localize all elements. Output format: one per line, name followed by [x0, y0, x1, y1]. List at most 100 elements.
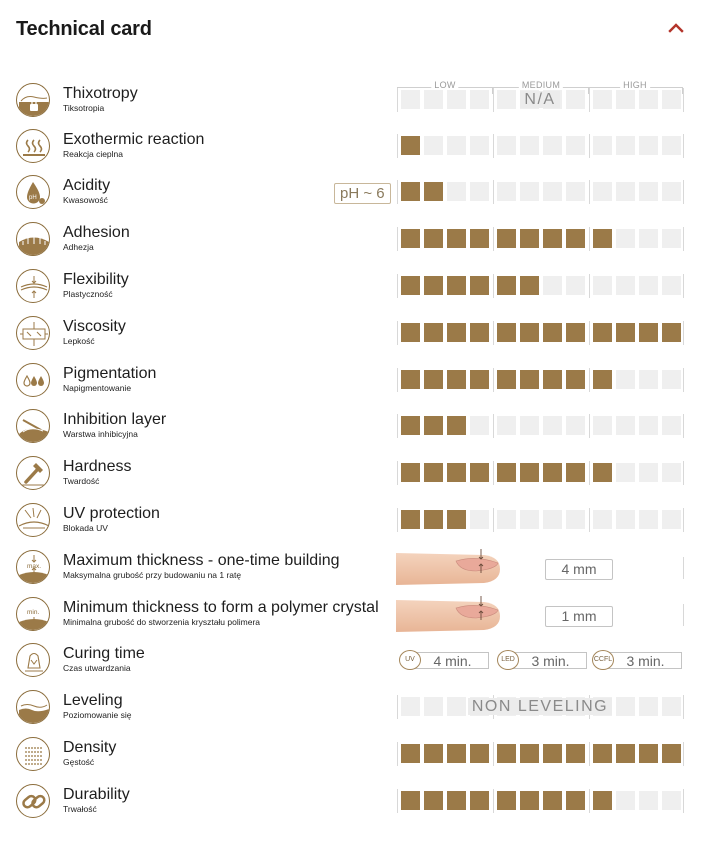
level-bar: [397, 414, 684, 438]
level-cell: [401, 510, 420, 529]
level-cell: [520, 276, 539, 295]
level-cell: [520, 323, 539, 342]
curing-time-led: 3 min. LED: [497, 650, 589, 672]
level-cell: [593, 791, 612, 810]
level-cell: [470, 744, 489, 763]
level-cell: [520, 182, 539, 201]
density-icon: [16, 737, 50, 771]
row-hardness: Hardness Twardość: [16, 453, 686, 493]
level-cell: [470, 229, 489, 248]
bar-divider: [589, 368, 590, 392]
level-cell: [401, 791, 420, 810]
svg-text:min.: min.: [27, 609, 39, 616]
bar-divider: [397, 134, 398, 158]
bar-divider: [589, 742, 590, 766]
level-cell: [497, 229, 516, 248]
level-cell: [470, 182, 489, 201]
level-cell: [447, 744, 466, 763]
level-cell: [662, 416, 681, 435]
level-cell: [543, 136, 562, 155]
flexibility-icon: [16, 269, 50, 303]
row-sublabel: Twardość: [63, 476, 100, 486]
svg-text:pH: pH: [29, 195, 37, 201]
lock-waves-icon: [16, 83, 50, 117]
level-cell: [639, 323, 658, 342]
level-cell: [424, 323, 443, 342]
level-cell: [639, 463, 658, 482]
level-cell: [424, 791, 443, 810]
row-pigmentation: Pigmentation Napigmentowanie: [16, 360, 686, 400]
level-bar: NON LEVELING: [397, 695, 684, 719]
level-cell: [424, 463, 443, 482]
level-cell: [424, 416, 443, 435]
hammer-icon: [16, 456, 50, 490]
row-sublabel: Napigmentowanie: [63, 383, 132, 393]
level-cell: [401, 136, 420, 155]
level-cell: [639, 136, 658, 155]
level-bar: [397, 134, 684, 158]
level-cell: [616, 323, 635, 342]
curing-time-value: 3 min.: [604, 652, 682, 669]
row-exothermic: Exothermic reaction Reakcja cieplna: [16, 126, 686, 166]
row-sublabel: Tiksotropia: [63, 103, 105, 113]
level-cell: [520, 416, 539, 435]
level-cell: [616, 697, 635, 716]
row-label: Viscosity: [63, 318, 126, 335]
level-cell: [593, 136, 612, 155]
level-cell: [566, 791, 585, 810]
row-label: Hardness: [63, 458, 132, 475]
level-cell: [401, 370, 420, 389]
adhesion-icon: [16, 222, 50, 256]
level-bar: [397, 180, 684, 204]
bar-divider: [589, 180, 590, 204]
row-label: Maximum thickness - one-time building: [63, 552, 340, 569]
level-cell: [593, 182, 612, 201]
level-cell: [470, 370, 489, 389]
row-sublabel: Plastyczność: [63, 289, 113, 299]
level-cell: [424, 370, 443, 389]
row-label: Density: [63, 739, 117, 756]
level-cell: [543, 791, 562, 810]
level-cell: [497, 791, 516, 810]
level-cell: [543, 744, 562, 763]
row-sublabel: Maksymalna grubość przy budowaniu na 1 r…: [63, 570, 242, 580]
level-cell: [616, 416, 635, 435]
level-cell: [401, 323, 420, 342]
level-cell: [639, 697, 658, 716]
level-cell: [662, 323, 681, 342]
level-cell: [497, 136, 516, 155]
level-cell: [593, 229, 612, 248]
level-cell: [470, 136, 489, 155]
bar-divider: [493, 508, 494, 532]
bar-divider: [683, 461, 684, 485]
level-cell: [566, 90, 585, 109]
scale-header: LOW MEDIUM HIGH: [397, 80, 683, 94]
bar-divider: [493, 88, 494, 112]
technical-card-header[interactable]: Technical card: [16, 16, 686, 44]
bar-divider: [683, 368, 684, 392]
level-cell: [593, 510, 612, 529]
level-cell: [401, 697, 420, 716]
level-cell: [543, 370, 562, 389]
bar-divider: [589, 274, 590, 298]
level-cell: [497, 182, 516, 201]
level-cell: [401, 182, 420, 201]
chevron-up-icon[interactable]: [666, 18, 686, 38]
level-cell: [616, 370, 635, 389]
level-cell: [520, 744, 539, 763]
level-cell: [662, 370, 681, 389]
level-cell: [566, 182, 585, 201]
level-cell: [447, 416, 466, 435]
level-cell: [401, 276, 420, 295]
level-bar: [397, 461, 684, 485]
level-cell: [593, 744, 612, 763]
level-cell: [543, 229, 562, 248]
level-bar: [397, 508, 684, 532]
level-cell: [401, 744, 420, 763]
row-label: Leveling: [63, 692, 123, 709]
row-label: Adhesion: [63, 224, 130, 241]
bar-divider: [493, 414, 494, 438]
level-cell: [424, 510, 443, 529]
level-cell: [616, 744, 635, 763]
level-bar: [397, 227, 684, 251]
